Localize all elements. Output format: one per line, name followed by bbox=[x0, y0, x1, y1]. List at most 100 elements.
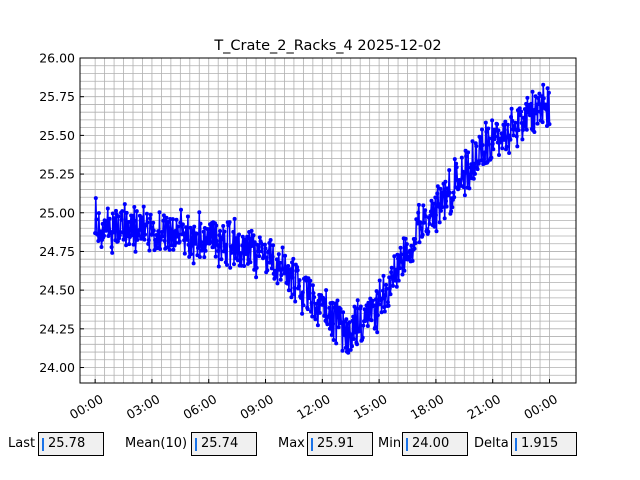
x-tick-label: 00:00 bbox=[67, 391, 106, 422]
data-point bbox=[497, 136, 502, 141]
data-point bbox=[267, 241, 272, 245]
data-point bbox=[240, 234, 245, 239]
data-point bbox=[418, 220, 423, 225]
data-point bbox=[235, 258, 240, 263]
data-point bbox=[235, 239, 240, 244]
data-point bbox=[199, 240, 204, 245]
data-point bbox=[393, 278, 398, 283]
data-point bbox=[273, 274, 278, 279]
data-point bbox=[256, 245, 261, 250]
data-point bbox=[487, 136, 492, 141]
data-point bbox=[154, 233, 159, 237]
data-point bbox=[444, 199, 448, 204]
data-point bbox=[427, 221, 432, 226]
y-tick-label: 25.75 bbox=[39, 89, 75, 104]
data-point bbox=[382, 305, 387, 310]
data-point bbox=[329, 325, 334, 330]
data-point bbox=[349, 332, 354, 337]
data-point bbox=[409, 243, 414, 248]
x-tick-label: 21:00 bbox=[464, 391, 503, 422]
data-point bbox=[420, 232, 425, 237]
data-point bbox=[238, 257, 243, 262]
data-point bbox=[460, 175, 465, 180]
data-point bbox=[351, 337, 356, 341]
data-point bbox=[248, 260, 253, 265]
data-point bbox=[468, 172, 472, 177]
data-point bbox=[206, 227, 211, 232]
data-point bbox=[464, 170, 469, 175]
data-point bbox=[130, 213, 135, 218]
data-point bbox=[185, 214, 190, 219]
data-point bbox=[314, 306, 318, 311]
data-point bbox=[183, 232, 188, 237]
data-point bbox=[147, 248, 152, 253]
x-tick-label: 00:00 bbox=[521, 391, 560, 422]
data-point bbox=[141, 204, 146, 209]
data-point bbox=[481, 157, 486, 162]
data-point bbox=[376, 291, 381, 296]
data-point bbox=[515, 144, 520, 149]
data-point bbox=[433, 195, 438, 200]
data-point bbox=[317, 310, 322, 315]
data-point bbox=[300, 311, 305, 316]
last-value-field[interactable]: 25.78 bbox=[38, 432, 104, 456]
data-point bbox=[157, 210, 162, 215]
data-point bbox=[461, 185, 466, 190]
data-point bbox=[249, 228, 254, 233]
data-point bbox=[288, 267, 293, 272]
y-tick-label: 25.25 bbox=[39, 167, 75, 182]
data-point bbox=[149, 225, 154, 230]
data-point bbox=[429, 198, 434, 203]
data-point bbox=[509, 115, 513, 119]
data-point bbox=[122, 202, 127, 207]
data-point bbox=[250, 243, 255, 248]
data-point bbox=[377, 302, 382, 307]
data-point bbox=[384, 286, 389, 291]
data-point bbox=[314, 301, 319, 306]
min-value-field[interactable]: 24.00 bbox=[402, 432, 468, 456]
data-point bbox=[474, 144, 479, 149]
text-cursor bbox=[311, 438, 313, 451]
data-point bbox=[384, 282, 389, 287]
data-point bbox=[343, 333, 347, 338]
data-point bbox=[527, 113, 532, 118]
data-point bbox=[197, 255, 202, 259]
y-tick-label: 24.75 bbox=[39, 244, 75, 259]
data-point bbox=[532, 130, 537, 134]
text-cursor bbox=[42, 438, 44, 451]
data-point bbox=[524, 101, 529, 106]
data-point bbox=[475, 167, 480, 172]
data-point bbox=[402, 268, 407, 273]
mean-value-field[interactable]: 25.74 bbox=[191, 432, 257, 456]
data-point bbox=[283, 253, 288, 258]
data-point bbox=[415, 217, 419, 222]
data-point bbox=[187, 254, 192, 259]
data-point bbox=[259, 249, 264, 254]
max-value: 25.91 bbox=[317, 436, 355, 451]
plot-area bbox=[79, 57, 577, 384]
delta-value-field[interactable]: 1.915 bbox=[511, 432, 577, 456]
data-point bbox=[387, 275, 392, 280]
data-point bbox=[522, 107, 527, 112]
data-point bbox=[161, 213, 166, 218]
data-point bbox=[363, 318, 368, 322]
data-point bbox=[230, 247, 235, 252]
data-point bbox=[350, 318, 355, 323]
data-point bbox=[502, 137, 507, 142]
data-point bbox=[503, 119, 508, 124]
data-point bbox=[189, 252, 194, 257]
data-point bbox=[491, 147, 496, 152]
data-point bbox=[243, 237, 248, 242]
max-value-field[interactable]: 25.91 bbox=[307, 432, 373, 456]
data-point bbox=[511, 133, 516, 138]
data-point bbox=[439, 208, 443, 213]
data-point bbox=[297, 284, 301, 289]
data-point bbox=[111, 230, 116, 235]
data-point bbox=[443, 179, 448, 184]
data-point bbox=[490, 118, 495, 123]
data-point bbox=[187, 248, 192, 253]
data-point bbox=[462, 193, 467, 198]
data-point bbox=[223, 248, 228, 252]
data-point bbox=[501, 122, 506, 127]
data-point bbox=[358, 304, 363, 309]
